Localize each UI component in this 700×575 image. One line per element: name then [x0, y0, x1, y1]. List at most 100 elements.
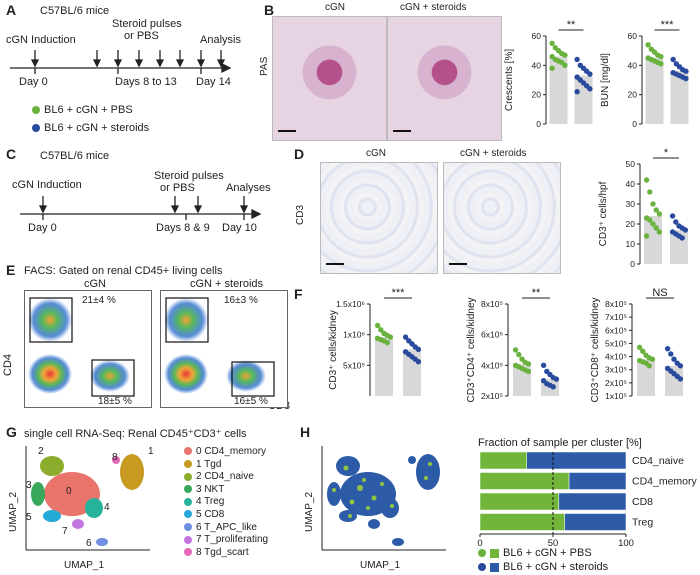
- panel-h-legend-steroids: BL6 + cGN + steroids: [478, 561, 608, 573]
- data-point: [643, 233, 650, 239]
- data-point: [677, 363, 684, 369]
- bar: [645, 58, 664, 124]
- data-point: [402, 334, 409, 340]
- panel-label-c: C: [6, 146, 17, 162]
- cluster-legend-label: 2 CD4_naive: [196, 471, 254, 483]
- y-tick-label: 6x10⁵: [481, 330, 503, 340]
- y-tick-label: 8x10⁵: [481, 299, 503, 309]
- data-point: [653, 225, 659, 231]
- data-point: [649, 356, 656, 362]
- data-point: [516, 351, 522, 358]
- cluster-dot-icon: [184, 510, 192, 519]
- chart-bun: 0 20 40 60 *** BUN [mg/dl]: [600, 19, 689, 129]
- panel-c-days-range: Days 8 & 9: [156, 222, 210, 234]
- panel-b-img2-title: cGN + steroids: [400, 2, 467, 13]
- data-point: [650, 201, 656, 207]
- cluster-legend-label: 4 Treg: [196, 496, 225, 508]
- category-label: CD4_memory: [632, 476, 698, 488]
- panel-c-pulses-line2: or PBS: [160, 182, 195, 194]
- cluster-legend-label: 3 NKT: [196, 483, 225, 495]
- y-axis-label: CD3⁺CD8⁺ cells/kidney: [590, 297, 601, 402]
- data-point: [562, 62, 568, 69]
- panel-b-stain-label: PAS: [259, 56, 270, 76]
- cluster-legend-item: 4 Treg: [184, 496, 268, 509]
- data-point: [647, 217, 653, 223]
- data-point: [574, 56, 580, 63]
- y-tick-label: 0: [632, 119, 637, 129]
- stacked-bar-segment: [526, 451, 627, 470]
- scale-bar: [278, 130, 296, 132]
- cluster-legend-item: 3 NKT: [184, 484, 268, 497]
- data-point: [677, 376, 684, 382]
- data-point: [640, 348, 646, 355]
- data-point: [415, 358, 422, 365]
- cluster-dot-icon: [184, 459, 192, 468]
- stacked-bar-segment: [558, 492, 627, 511]
- scale-bar: [449, 263, 467, 265]
- y-tick-label: 40: [626, 179, 636, 189]
- facs-plot-cgn: [24, 290, 152, 408]
- data-point: [374, 322, 381, 329]
- data-point: [664, 345, 671, 352]
- data-point: [653, 207, 659, 213]
- panel-label-f: F: [294, 286, 303, 302]
- panel-h-legend-pbs: BL6 + cGN + PBS: [478, 547, 592, 559]
- significance-label: ***: [392, 287, 406, 299]
- panel-a-day-end: Day 14: [196, 76, 231, 88]
- cluster-legend-item: 8 Tgd_scart: [184, 547, 268, 560]
- stacked-bar-segment: [479, 472, 570, 490]
- facs-cgn-cd8-percent: 18±5 %: [98, 396, 132, 407]
- panel-label-d: D: [294, 146, 305, 162]
- y-tick-label: 40: [532, 60, 542, 70]
- data-point: [549, 40, 555, 47]
- significance-label: **: [567, 19, 576, 31]
- chart-crescents: 0 20 40 60 ** Crescents [%]: [504, 19, 593, 129]
- data-point: [562, 52, 568, 58]
- y-tick-label: 1x10⁶: [343, 330, 365, 340]
- data-point: [525, 368, 532, 375]
- panel-c-timeline: [20, 196, 262, 220]
- cluster-dot-icon: [184, 472, 192, 481]
- panel-a-analysis: Analysis: [200, 34, 241, 46]
- cluster-legend-item: 1 Tgd: [184, 459, 268, 472]
- data-point: [415, 346, 422, 353]
- cluster-legend-label: 0 CD4_memory: [196, 446, 267, 457]
- umap-cluster-number: 6: [86, 538, 92, 549]
- panel-d-stain-label: CD3: [295, 204, 306, 225]
- cluster-dot-icon: [184, 497, 192, 506]
- category-label: CD4_naive: [632, 455, 684, 467]
- cluster-legend-label: 7 T_proliferating: [196, 534, 269, 546]
- panel-e-plot1-title: cGN: [84, 278, 106, 290]
- panel-g-title: single cell RNA-Seq: Renal CD45⁺CD3⁺ cel…: [24, 428, 247, 440]
- data-point: [683, 68, 689, 74]
- cluster-legend-label: 1 Tgd: [196, 458, 222, 470]
- significance-label: ***: [661, 19, 675, 31]
- stacked-bar-segment: [568, 472, 627, 490]
- y-tick-label: 8x10⁵: [605, 299, 627, 309]
- panel-a-legend-steroids: BL6 + cGN + steroids: [32, 122, 149, 134]
- umap-sample-plot: [321, 446, 446, 551]
- data-point: [540, 362, 547, 369]
- data-point: [679, 235, 685, 241]
- cluster-legend-item: 7 T_proliferating: [184, 534, 268, 547]
- data-point: [587, 86, 593, 92]
- panel-c-pulses-line1: Steroid pulses: [154, 170, 224, 182]
- panel-e-title: FACS: Gated on renal CD45+ living cells: [24, 265, 223, 277]
- cluster-legend-item: 0 CD4_memory: [184, 446, 268, 459]
- stacked-bar-segment: [479, 513, 565, 531]
- data-point: [553, 376, 560, 382]
- data-point: [525, 361, 532, 367]
- data-point: [384, 339, 390, 346]
- y-tick-label: 5x10⁵: [343, 360, 365, 370]
- data-point: [549, 65, 555, 71]
- y-tick-label: 0: [536, 119, 541, 129]
- y-tick-label: 1.5x10⁶: [336, 299, 365, 309]
- facs-cgn-cd4-percent: 21±4 %: [82, 295, 116, 306]
- y-tick-label: 40: [628, 60, 638, 70]
- stacked-bar-segment: [479, 492, 560, 511]
- y-tick-label: 60: [628, 31, 638, 41]
- y-tick-label: 3x10⁵: [605, 365, 627, 375]
- panel-c-day0: Day 0: [28, 222, 57, 234]
- stacked-bar-segment: [479, 451, 527, 470]
- y-tick-label: 20: [626, 219, 636, 229]
